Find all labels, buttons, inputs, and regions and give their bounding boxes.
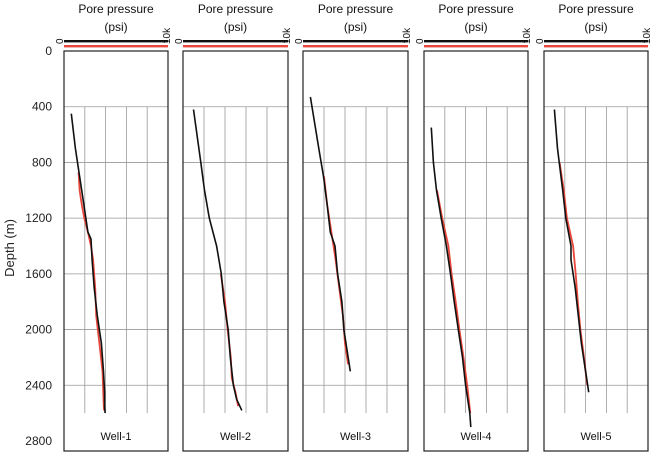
depth-tick-label: 2000 [25,323,52,337]
x-axis-label: Pore pressure [198,2,274,16]
series-black-line [430,127,472,428]
series-black-line [553,109,590,393]
panel-well-2: Pore pressure (psi) 0 10k Well-2 [174,2,293,452]
x-axis-unit: (psi) [104,20,127,34]
legend-bar-red [544,45,648,48]
x-axis-label: Pore pressure [438,2,514,16]
depth-tick-label: 400 [32,100,52,114]
depth-tick-label: 2400 [25,378,52,392]
legend-bar-red [64,45,168,48]
depth-tick-label: 800 [32,155,52,169]
x-axis-unit: (psi) [584,20,607,34]
grid [424,106,528,414]
grid [303,106,408,414]
legend-bar-black [544,40,648,43]
series-black-line [70,113,106,414]
x-tick-max: 10k [282,27,293,44]
panel-frame [302,50,409,452]
legend-bar-red [424,45,528,48]
x-tick-max: 10k [642,27,653,44]
x-axis-unit: (psi) [464,20,487,34]
legend-bar-black [303,40,408,43]
well-label: Well-5 [581,431,612,443]
x-tick-min: 0 [294,38,305,44]
series-black-line [192,109,243,411]
legend-bar-red [183,45,288,48]
well-label: Well-2 [220,431,251,443]
depth-axis-label: Depth (m) [2,219,17,277]
legend-bar-black [64,40,168,43]
panel-frame [63,50,169,452]
series-red-line [77,172,105,411]
series-black-line [309,96,352,372]
x-axis-unit: (psi) [224,20,247,34]
legend-bar-black [424,40,528,43]
grid [544,106,648,414]
depth-tick-label: 2800 [25,434,52,448]
panel-frame [543,50,649,452]
depth-tick-label: 0 [45,44,52,58]
depth-axis: Depth (m) 0 400 800 1200 1600 2000 2400 2800 [2,44,52,448]
well-label: Well-4 [461,431,492,443]
panel-well-5: Pore pressure (psi) 0 10k Well-5 [535,2,653,452]
well-label: Well-3 [340,431,371,443]
x-tick-max: 10k [162,27,173,44]
x-axis-label: Pore pressure [318,2,394,16]
series-red-line [436,190,472,414]
grid [64,106,168,414]
panel-frame [423,50,529,452]
x-tick-max: 10k [402,27,413,44]
panel-well-1: Pore pressure (psi) 0 10k Well-1 [55,2,173,452]
x-tick-min: 0 [174,38,185,44]
x-tick-min: 0 [55,38,66,44]
depth-tick-label: 1600 [25,267,52,281]
panel-frame [182,50,289,452]
x-axis-unit: (psi) [344,20,367,34]
legend-bar-black [183,40,288,43]
x-axis-label: Pore pressure [558,2,634,16]
legend-bar-red [303,45,408,48]
well-label: Well-1 [101,431,132,443]
panel-well-4: Pore pressure (psi) 0 10k Well-4 [415,2,533,452]
x-tick-min: 0 [415,38,426,44]
panel-well-3: Pore pressure (psi) 0 10k Well-3 [294,2,413,452]
x-axis-label: Pore pressure [78,2,154,16]
x-tick-min: 0 [535,38,546,44]
depth-tick-label: 1200 [25,211,52,225]
x-tick-max: 10k [522,27,533,44]
